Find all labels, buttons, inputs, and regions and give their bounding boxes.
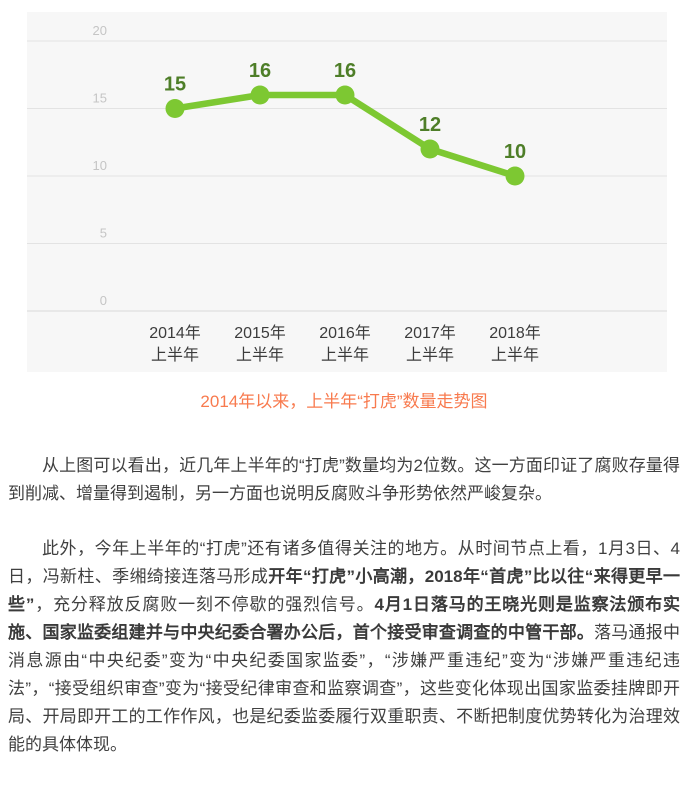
y-axis-tick-label: 10 (93, 158, 107, 173)
article-page: 20 15 10 5 0 15 2014年上半年 16 2015年上半年 16 2016年上半年 12… (0, 0, 688, 769)
paragraph-text: 从上图可以看出，近几年上半年的“打虎”数量均为2位数。这一方面印证了腐败存量得到… (8, 456, 680, 503)
y-axis-tick-label: 20 (93, 23, 107, 38)
data-point (250, 85, 270, 105)
x-axis-tick-label: 2016年 (319, 324, 371, 342)
x-axis-tick-label: 上半年 (491, 346, 539, 364)
paragraph-text: 落马通报中消息源由“中央纪委”变为“中央纪委国家监委”，“涉嫌严重违纪”变为“涉… (8, 623, 681, 754)
x-axis-tick-label: 上半年 (151, 346, 199, 364)
paragraph-text: 此外，今年上半年的“打虎”还有诸多值得关注的地方。从时间节点上看，1月3日、4日… (8, 539, 680, 586)
paragraph: 从上图可以看出，近几年上半年的“打虎”数量均为2位数。这一方面印证了腐败存量得到… (8, 452, 680, 508)
x-axis-tick-label: 2018年 (489, 324, 541, 342)
paragraph: 此外，今年上半年的“打虎”还有诸多值得关注的地方。从时间节点上看，1月3日、4日… (8, 535, 680, 759)
x-axis-tick-label: 2015年 (234, 324, 286, 342)
data-point-value-label: 15 (164, 74, 186, 96)
paragraph-text: ，充分释放反腐败一刻不停歇的强烈信号。 (34, 595, 375, 614)
paragraph-text-bold: 4月1日落马的王晓光则是监察法颁布实施、国家监委组建并与中央纪委合署办公后，首个… (8, 595, 680, 642)
article-body: 从上图可以看出，近几年上半年的“打虎”数量均为2位数。这一方面印证了腐败存量得到… (0, 452, 688, 769)
x-axis-tick-label: 2017年 (404, 324, 456, 342)
data-point (505, 166, 525, 186)
data-point-value-label: 16 (249, 60, 271, 82)
data-point-value-label: 10 (504, 141, 526, 163)
plot-background (27, 12, 667, 372)
y-axis-tick-label: 5 (100, 226, 107, 241)
data-point (335, 85, 355, 105)
y-axis-tick-label: 15 (93, 91, 107, 106)
x-axis-tick-label: 上半年 (321, 346, 369, 364)
chart-caption: 2014年以来，上半年“打虎”数量走势图 (200, 392, 488, 411)
x-axis-tick-label: 上半年 (406, 346, 454, 364)
x-axis-tick-label: 2014年 (149, 324, 201, 342)
paragraph-text-bold: 开年“打虎”小高潮，2018年“首虎”比以往“来得更早一些” (8, 567, 680, 614)
data-point (420, 139, 440, 159)
y-axis-tick-label: 0 (100, 293, 107, 308)
data-point-value-label: 16 (334, 60, 356, 82)
tiger-hunt-trend-chart: 20 15 10 5 0 15 2014年上半年 16 2015年上半年 16 2016年上半年 12… (0, 0, 688, 376)
x-axis-tick-label: 上半年 (236, 346, 284, 364)
data-point-value-label: 12 (419, 114, 441, 136)
data-point (165, 99, 185, 118)
